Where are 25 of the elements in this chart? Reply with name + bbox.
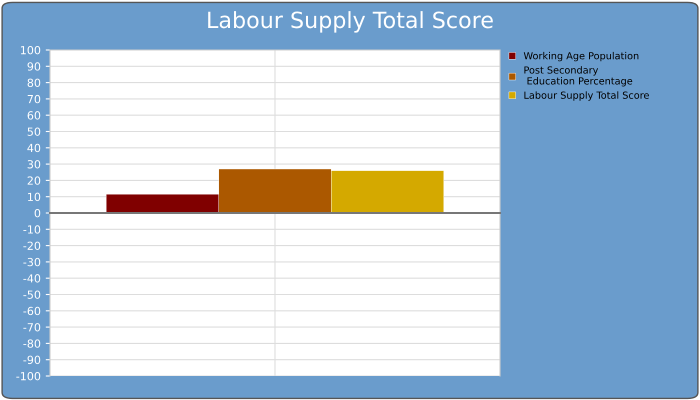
y-tick-label: 0 [34,208,40,218]
y-tick-label: 40 [27,144,40,152]
y-tick-label: 10 [28,192,40,202]
y-tick-label: 60 [28,111,40,120]
y-tick-label: -80 [23,339,40,348]
legend-label: Labour Supply Total Score [524,91,649,101]
y-tick-label: 100 [20,46,40,54]
y-tick-label: -60 [23,306,40,316]
y-tick-label: -100 [16,372,40,380]
y-tick-label: -50 [23,290,40,299]
y-tick-label: 30 [28,160,40,168]
legend-label: Working Age Population [524,52,638,62]
y-tick-label: -40 [23,274,40,283]
y-tick-label: 50 [28,127,40,136]
y-tick-label: -70 [23,323,40,332]
y-tick-label: 80 [28,78,40,87]
y-tick-label: -10 [23,225,40,234]
y-tick-label: 90 [28,62,40,71]
y-tick-label: 20 [28,176,40,185]
y-tick-label: -30 [23,258,40,266]
y-tick-label: -90 [23,356,40,364]
legend-label: Post Secondary Education Percentage [524,66,632,86]
y-tick-label: -20 [23,242,40,250]
chart-title: Labour Supply Total Score [208,11,493,33]
y-tick-label: 70 [28,94,40,104]
